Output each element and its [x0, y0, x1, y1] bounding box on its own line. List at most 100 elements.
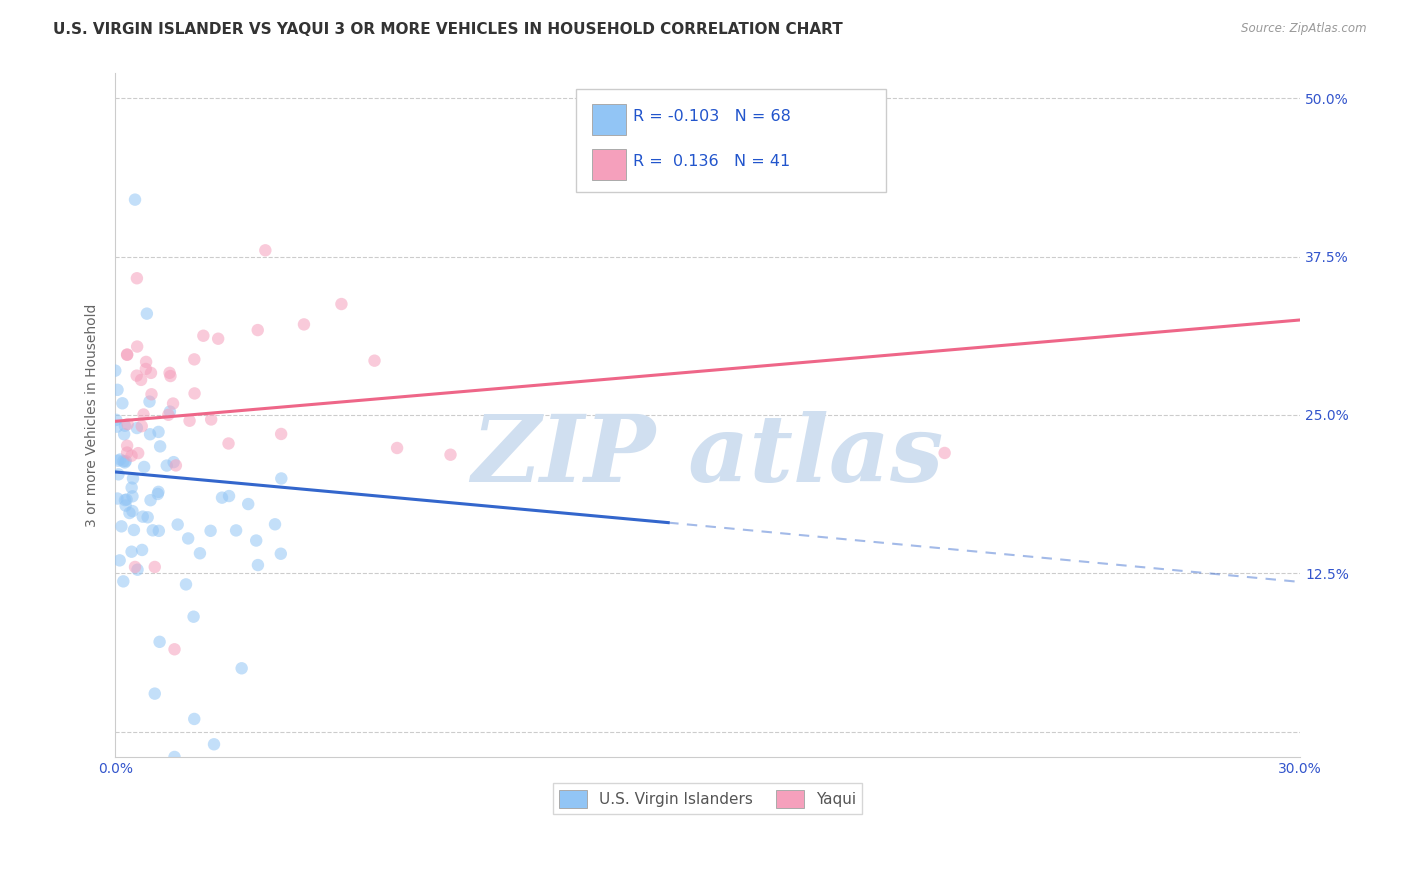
Point: [139, 493, 162, 508]
Point: [200, 524, 222, 538]
Point: [121, 489, 143, 503]
Point: [127, 446, 149, 460]
Point: [188, 546, 211, 560]
Point: [112, 574, 135, 589]
Point: [117, 417, 139, 431]
Y-axis label: 3 or more Vehicles in Household: 3 or more Vehicles in Household: [86, 303, 100, 526]
Point: [159, 404, 181, 418]
Point: [125, 368, 148, 383]
Point: [111, 396, 134, 410]
Point: [207, 332, 229, 346]
Point: [143, 687, 166, 701]
Point: [177, 532, 200, 546]
Point: [114, 418, 136, 433]
Point: [148, 484, 170, 499]
Point: [183, 712, 205, 726]
Point: [245, 533, 267, 548]
Text: R =  0.136   N = 41: R = 0.136 N = 41: [633, 153, 790, 169]
Point: [108, 452, 131, 467]
Point: [129, 373, 152, 387]
Point: [211, 491, 233, 505]
Point: [218, 489, 240, 503]
Point: [105, 413, 128, 427]
Legend: U.S. Virgin Islanders, Yaqui: U.S. Virgin Islanders, Yaqui: [554, 783, 862, 814]
Point: [135, 362, 157, 376]
Point: [246, 323, 269, 337]
Point: [183, 609, 205, 624]
Point: [112, 427, 135, 442]
Point: [107, 383, 129, 397]
Point: [270, 471, 292, 485]
Point: [108, 553, 131, 567]
Point: [105, 419, 128, 434]
Point: [231, 661, 253, 675]
Point: [146, 487, 169, 501]
Point: [330, 297, 353, 311]
Point: [131, 419, 153, 434]
Point: [141, 387, 163, 401]
Text: ZIP atlas: ZIP atlas: [471, 411, 943, 501]
Point: [439, 448, 461, 462]
Point: [163, 642, 186, 657]
Point: [159, 369, 181, 384]
Point: [107, 491, 129, 506]
Point: [157, 408, 180, 422]
Point: [107, 467, 129, 482]
Point: [114, 499, 136, 513]
Point: [134, 459, 156, 474]
Point: [121, 545, 143, 559]
Point: [148, 524, 170, 538]
Point: [125, 421, 148, 435]
Point: [127, 340, 149, 354]
Point: [183, 386, 205, 401]
Point: [110, 519, 132, 533]
Point: [135, 355, 157, 369]
Point: [163, 750, 186, 764]
Point: [115, 492, 138, 507]
Point: [270, 547, 292, 561]
Point: [143, 560, 166, 574]
Point: [114, 455, 136, 469]
Point: [165, 458, 187, 473]
Point: [385, 441, 408, 455]
Point: [112, 454, 135, 468]
Point: [934, 446, 956, 460]
Point: [218, 436, 240, 450]
Point: [122, 523, 145, 537]
Point: [148, 425, 170, 439]
Point: [139, 366, 162, 380]
Point: [162, 455, 184, 469]
Point: [292, 318, 315, 332]
Point: [115, 439, 138, 453]
Point: [202, 737, 225, 751]
Point: [125, 271, 148, 285]
Point: [200, 412, 222, 426]
Point: [270, 427, 292, 442]
Point: [115, 347, 138, 361]
Point: [183, 352, 205, 367]
Point: [122, 471, 145, 485]
Point: [114, 493, 136, 508]
Point: [149, 439, 172, 453]
Point: [124, 193, 146, 207]
Point: [156, 458, 179, 473]
Point: [246, 558, 269, 572]
Point: [162, 396, 184, 410]
Point: [104, 364, 127, 378]
Point: [142, 524, 165, 538]
Point: [131, 543, 153, 558]
Point: [254, 244, 277, 258]
Point: [115, 348, 138, 362]
Point: [139, 427, 162, 442]
Text: R = -0.103   N = 68: R = -0.103 N = 68: [633, 109, 790, 124]
Point: [238, 497, 260, 511]
Point: [363, 353, 385, 368]
Point: [179, 414, 201, 428]
Point: [121, 481, 143, 495]
Point: [132, 408, 155, 422]
Point: [136, 510, 159, 524]
Point: [135, 307, 157, 321]
Point: [132, 509, 155, 524]
Point: [118, 506, 141, 520]
Point: [159, 366, 181, 380]
